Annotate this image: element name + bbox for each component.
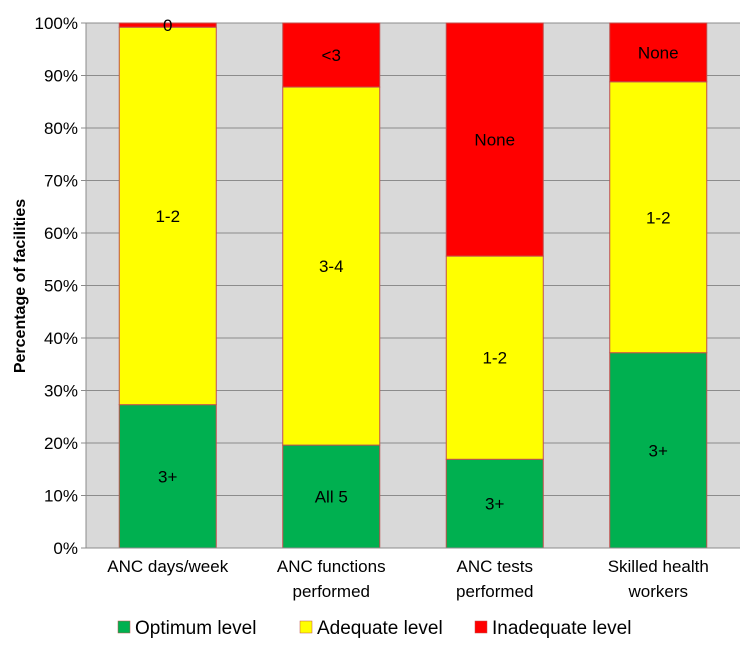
y-tick-label: 0% (53, 539, 78, 558)
bars: 3+ 1-2 0 All 5 3-4 <3 3+ 1-2 None 3+ 1-2 None (118, 16, 708, 549)
bar-segment (118, 26, 217, 406)
y-tick-label: 20% (44, 434, 78, 453)
bar-data-label: None (638, 43, 679, 62)
y-tick-label: 90% (44, 67, 78, 86)
x-category-label: ANC tests (456, 557, 533, 576)
bar-data-label: 0 (163, 16, 172, 35)
bar-segment (282, 22, 381, 88)
bar-data-label: 3-4 (319, 257, 344, 276)
y-tick-label: 40% (44, 329, 78, 348)
x-category-label: workers (627, 582, 688, 601)
bar-segment (282, 444, 381, 549)
x-category-label: Skilled health (608, 557, 709, 576)
bar-data-label: 3+ (485, 495, 504, 514)
bar-data-label: 1-2 (482, 349, 507, 368)
y-tick-label: 100% (35, 14, 78, 33)
bar-segment (118, 404, 217, 549)
legend-label: Optimum level (135, 618, 256, 639)
bar-segment (445, 22, 544, 257)
bar-data-label: 3+ (649, 441, 668, 460)
bar-segment (118, 22, 217, 28)
y-tick-label: 60% (44, 224, 78, 243)
bar-data-label: None (474, 131, 515, 150)
bar-data-label: 3+ (158, 467, 177, 486)
legend-swatch (117, 620, 131, 634)
y-axis-title: Percentage of facilities (12, 199, 29, 373)
y-tick-label: 50% (44, 277, 78, 296)
legend: Optimum level Adequate level Inadequate le… (117, 618, 631, 639)
x-category-label: performed (293, 582, 370, 601)
y-axis: 0% 10% 20% 30% 40% 50% 60% 70% 80% 90% 100% (35, 14, 87, 558)
y-tick-label: 80% (44, 119, 78, 138)
bar-segment (609, 352, 708, 549)
x-category-label: ANC days/week (107, 557, 228, 576)
y-tick-label: 70% (44, 172, 78, 191)
bar-data-label: All 5 (315, 488, 348, 507)
bar-data-label: 1-2 (155, 207, 180, 226)
bar-data-label: <3 (322, 46, 341, 65)
bar-data-label: 1-2 (646, 208, 671, 227)
x-category-label: performed (456, 582, 533, 601)
bar-segment (609, 22, 708, 83)
y-tick-label: 30% (44, 382, 78, 401)
legend-swatch (299, 620, 313, 634)
bar-segment (445, 255, 544, 460)
x-axis: ANC days/week ANC functions performed ANC t… (86, 547, 740, 601)
y-tick-label: 10% (44, 487, 78, 506)
x-category-label: ANC functions (277, 557, 386, 576)
legend-label: Inadequate level (492, 618, 631, 639)
legend-label: Adequate level (317, 618, 443, 639)
bar-segment (609, 81, 708, 354)
bar-segment (445, 458, 544, 549)
legend-swatch (474, 620, 488, 634)
